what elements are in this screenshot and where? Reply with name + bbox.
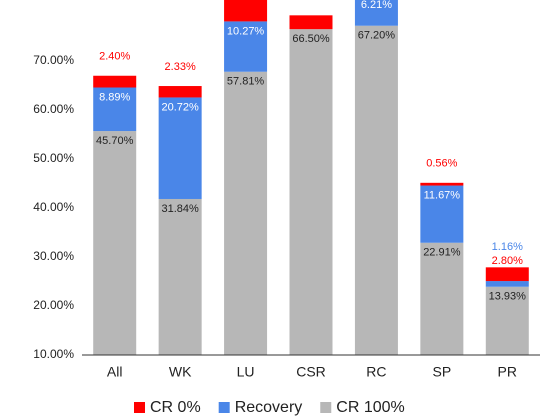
data-label: 20.72% bbox=[161, 101, 199, 113]
bar-segment bbox=[224, 71, 268, 355]
data-label: 8.89% bbox=[99, 91, 130, 103]
x-tick-label: PR bbox=[498, 364, 517, 380]
x-tick-label: SP bbox=[433, 364, 452, 380]
bar-segment bbox=[224, 0, 268, 22]
bar-segment bbox=[354, 25, 398, 355]
bar-segment bbox=[485, 267, 529, 282]
bar-segment bbox=[158, 86, 202, 98]
bar-segment bbox=[354, 0, 398, 26]
y-tick-label: 40.00% bbox=[33, 200, 74, 214]
bar-segment bbox=[158, 198, 202, 355]
data-label: 22.91% bbox=[423, 247, 461, 259]
data-label: 66.50% bbox=[292, 33, 330, 45]
x-tick-label: LU bbox=[237, 364, 255, 380]
data-label: 11.67% bbox=[424, 189, 461, 201]
x-tick-label: WK bbox=[169, 364, 192, 380]
y-tick-label: 30.00% bbox=[33, 249, 74, 263]
data-label: 10.27% bbox=[227, 25, 265, 37]
bar-segment bbox=[420, 185, 464, 243]
bar-segment bbox=[158, 97, 202, 199]
y-tick-label: 10.00% bbox=[33, 347, 74, 361]
bar-segment bbox=[289, 29, 333, 356]
bar-segment bbox=[420, 182, 464, 186]
x-tick-label: CSR bbox=[296, 364, 326, 380]
legend-label: CR 100% bbox=[336, 399, 404, 416]
data-label: 2.40% bbox=[99, 51, 130, 63]
bar-segment bbox=[289, 15, 333, 30]
data-label: 31.84% bbox=[161, 203, 199, 215]
data-label: 2.80% bbox=[492, 255, 523, 267]
legend-label: CR 0% bbox=[150, 399, 201, 416]
x-tick-label: RC bbox=[366, 364, 386, 380]
bar-segment bbox=[93, 75, 137, 88]
legend-swatch bbox=[320, 402, 332, 413]
data-label: 57.81% bbox=[227, 76, 265, 88]
y-tick-label: 50.00% bbox=[33, 151, 74, 165]
data-label: 2.82% bbox=[295, 0, 326, 2]
data-label: 6.21% bbox=[361, 0, 392, 11]
data-label: 45.70% bbox=[96, 135, 134, 147]
y-tick-label: 70.00% bbox=[33, 53, 74, 67]
bar-segment bbox=[93, 131, 137, 355]
y-tick-label: 20.00% bbox=[33, 298, 74, 312]
bar-segment bbox=[420, 242, 464, 355]
data-label: 13.93% bbox=[489, 291, 527, 303]
bar-segment bbox=[93, 87, 137, 132]
legend-label: Recovery bbox=[235, 399, 303, 416]
data-label: 0.56% bbox=[426, 158, 457, 170]
data-label: 67.20% bbox=[358, 30, 396, 42]
y-tick-label: 60.00% bbox=[33, 102, 74, 116]
bar-segment bbox=[485, 281, 529, 287]
legend-swatch bbox=[218, 402, 230, 413]
x-tick-label: All bbox=[107, 364, 123, 380]
data-label: 1.16% bbox=[492, 241, 523, 253]
bar-segment bbox=[485, 286, 529, 355]
bar-segment bbox=[224, 21, 268, 72]
legend-swatch bbox=[134, 402, 145, 413]
data-label: 2.33% bbox=[165, 61, 196, 73]
